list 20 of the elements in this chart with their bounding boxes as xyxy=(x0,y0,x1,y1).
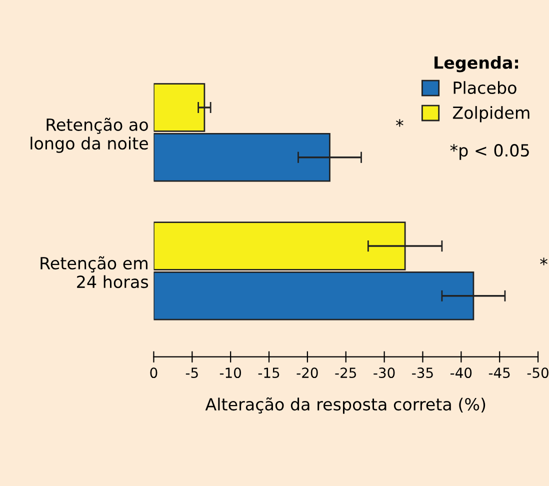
x-tick-label: 0 xyxy=(150,368,158,378)
x-tick-label: -35 xyxy=(412,368,433,378)
x-tick-label: -20 xyxy=(296,368,318,378)
x-tick-label: -45 xyxy=(488,368,510,378)
x-tick-label: -5 xyxy=(186,368,198,378)
x-tick-label: -15 xyxy=(258,368,280,378)
text: * xyxy=(540,258,548,266)
y-tick-label: Retenção em 24 horas xyxy=(40,256,148,288)
legend-label: Zolpidem xyxy=(452,106,530,122)
annotation: *p < 0.05 xyxy=(450,144,529,160)
annotation: * xyxy=(396,119,404,127)
legend-title: Legenda: xyxy=(434,56,518,72)
x-axis-title: Alteração da resposta correta (%) xyxy=(205,397,486,414)
legend-label: Placebo xyxy=(454,81,516,94)
x-tick-label: -25 xyxy=(335,368,356,378)
x-tick-label: -10 xyxy=(220,368,241,378)
x-tick-label: -50 xyxy=(527,368,548,378)
y-tick-label: Retenção ao longo da noite xyxy=(30,118,148,153)
x-tick-label: -40 xyxy=(450,368,472,378)
x-tick-label: -30 xyxy=(374,368,395,378)
